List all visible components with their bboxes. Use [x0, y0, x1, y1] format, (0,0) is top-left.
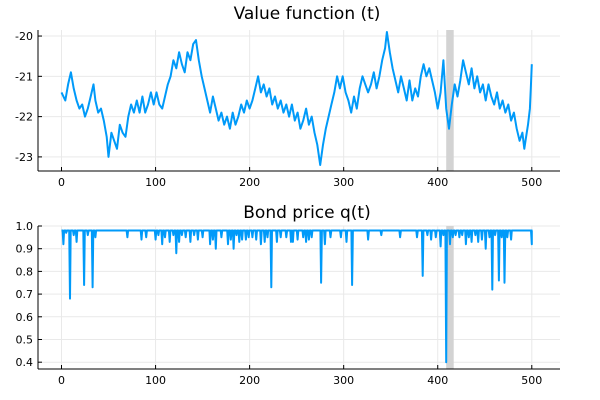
shaded-band	[446, 226, 454, 369]
y-tick-label: -23	[15, 151, 33, 164]
bond-price-grid	[38, 225, 560, 369]
x-tick-label: 200	[239, 374, 260, 387]
value-function-series	[60, 31, 533, 166]
value-function-grid	[38, 30, 560, 171]
value-function-y-tick-labels: -23 -22 -21 -20	[15, 30, 33, 164]
x-tick-label: 100	[145, 176, 166, 189]
x-tick-label: 300	[333, 176, 354, 189]
y-tick-label: 1.0	[16, 220, 34, 233]
bond-price-shaded-region	[446, 226, 454, 369]
y-tick-label: 0.9	[16, 243, 34, 256]
y-tick-label: -22	[15, 111, 33, 124]
x-tick-label: 100	[145, 374, 166, 387]
x-tick-label: 400	[427, 176, 448, 189]
bond-price-series	[61, 229, 533, 364]
value-function-title: Value function (t)	[234, 4, 381, 24]
value-function-panel: Value function (t) 0 100 200 300 400 500 -23-…	[15, 4, 560, 189]
bond-price-axes	[37, 225, 560, 370]
value-function-axes	[37, 30, 560, 172]
y-tick-label: 0.6	[16, 311, 34, 324]
x-tick-label: 300	[333, 374, 354, 387]
bond-price-y-tick-labels: 0.4 0.5 0.6 0.7 0.8 0.9 1.0	[16, 220, 34, 369]
value-function-shaded-region	[446, 30, 454, 171]
y-tick-label: 0.8	[16, 265, 34, 278]
y-tick-label: 0.4	[16, 356, 34, 369]
y-tick-label: 0.5	[16, 333, 34, 346]
y-tick-label: -21	[15, 70, 33, 83]
series-line	[61, 229, 533, 364]
x-tick-label: 200	[239, 176, 260, 189]
y-tick-label: -20	[15, 30, 33, 43]
y-tick-label: 0.7	[16, 288, 34, 301]
bond-price-x-tick-labels: 0 100 200 300 400 500	[58, 374, 542, 387]
shaded-band	[446, 30, 454, 171]
x-tick-label: 500	[521, 176, 542, 189]
x-tick-label: 0	[58, 176, 65, 189]
bond-price-panel: Bond price q(t) 0 100 200 300 400 500 0.40.50…	[16, 203, 560, 387]
x-tick-label: 500	[521, 374, 542, 387]
x-tick-label: 0	[58, 374, 65, 387]
value-function-x-tick-labels: 0 100 200 300 400 500	[58, 176, 542, 189]
series-line	[60, 31, 533, 166]
bond-price-title: Bond price q(t)	[243, 203, 370, 223]
x-tick-label: 400	[427, 374, 448, 387]
